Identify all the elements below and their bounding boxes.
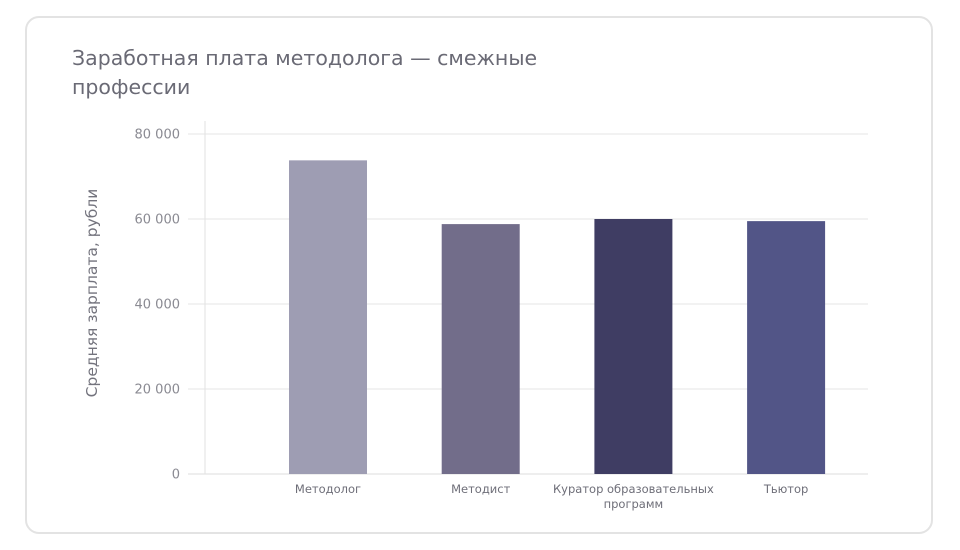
x-tick-label: Методист [451,482,510,496]
bar [289,160,367,474]
y-tick-label: 80 000 [135,128,181,143]
y-tick-labels: 0 20 000 40 000 60 000 80 000 [135,128,181,483]
x-tick-labels: Методолог Методист Куратор образовательных… [295,482,808,511]
y-tick-label: 20 000 [135,383,181,398]
x-tick-label: Куратор образовательных программ [553,482,714,511]
x-tick-label: Методолог [295,482,361,496]
x-tick-label: Тьютор [763,482,809,496]
y-tick-label: 60 000 [135,213,181,228]
y-tick-label: 0 [172,468,180,483]
bar [747,221,826,474]
bar [594,219,673,474]
bar [441,224,520,474]
y-tick-label: 40 000 [135,298,181,313]
chart-title: Заработная плата методолога — смежные пр… [72,46,538,99]
bars [289,160,826,474]
